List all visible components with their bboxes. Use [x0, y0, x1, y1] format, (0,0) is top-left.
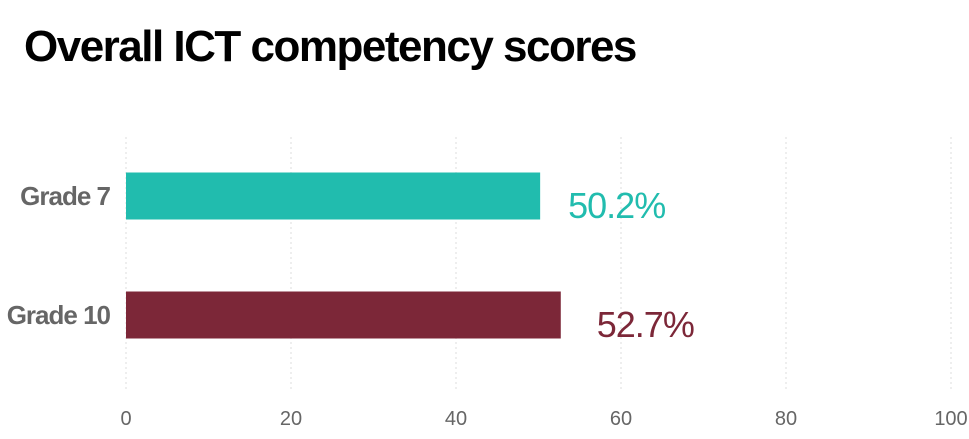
- data-label: 52.7%: [597, 304, 694, 345]
- x-tick-label: 0: [120, 408, 131, 430]
- gridlines: [125, 137, 952, 390]
- data-label: 50.2%: [568, 185, 665, 226]
- x-tick-label: 60: [610, 408, 632, 430]
- bars: [126, 172, 561, 339]
- x-tick-label: 80: [775, 408, 797, 430]
- category-label: Grade 10: [7, 300, 111, 330]
- x-tick-label: 40: [445, 408, 467, 430]
- x-tick-label: 100: [934, 408, 967, 430]
- x-tick-label: 20: [280, 408, 302, 430]
- chart-title: Overall ICT competency scores: [24, 22, 637, 71]
- bar: [126, 172, 541, 220]
- bar: [126, 291, 561, 339]
- labels: 0 20 40 60 80 100 Grade 7 50.2% Grade 10 52.7%: [7, 181, 968, 430]
- category-label: Grade 7: [20, 181, 110, 211]
